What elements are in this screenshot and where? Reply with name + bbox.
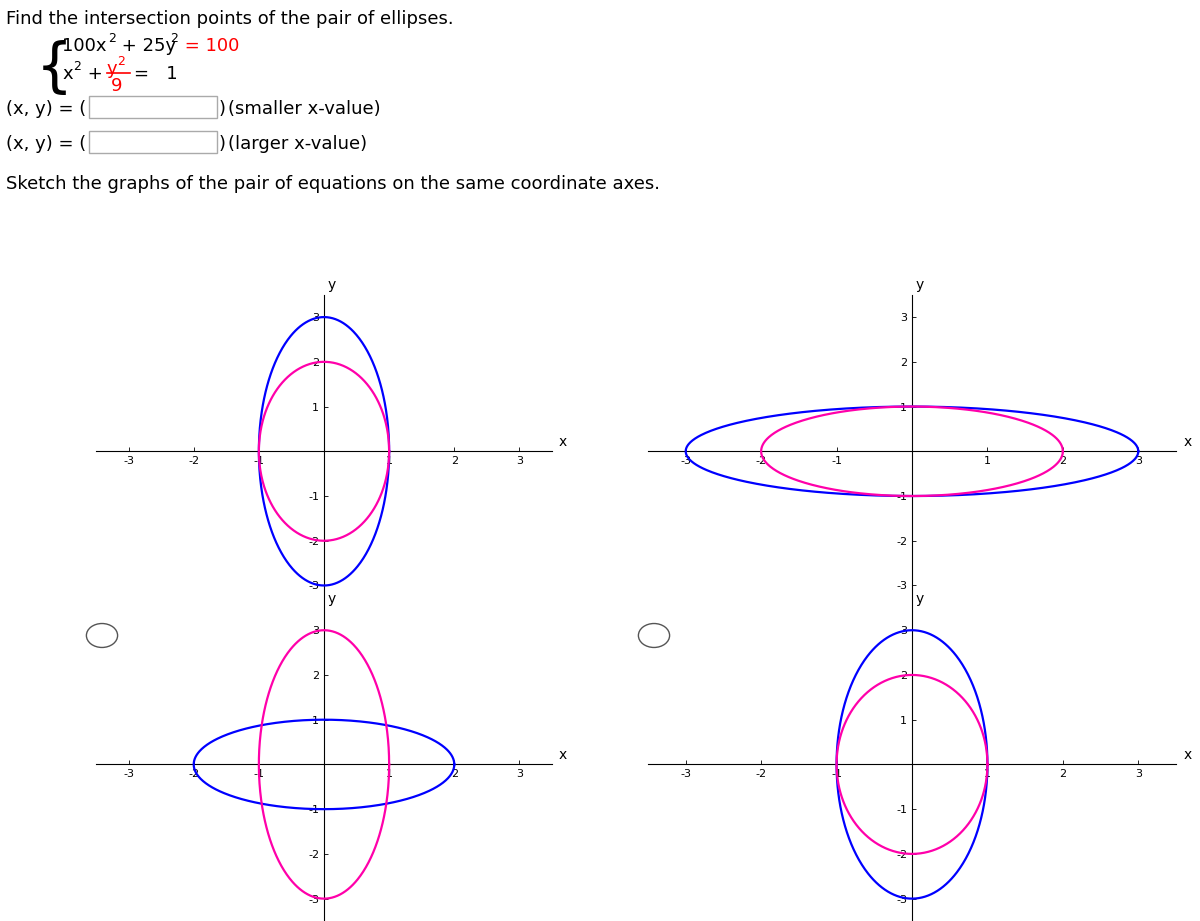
Text: (larger x-value): (larger x-value): [228, 134, 367, 153]
Text: y: y: [107, 60, 118, 78]
Text: x: x: [1183, 748, 1192, 763]
Text: x: x: [1183, 435, 1192, 449]
Text: 2: 2: [73, 60, 82, 73]
Text: x: x: [62, 65, 73, 83]
Text: (x, y) = (: (x, y) = (: [6, 99, 86, 118]
Text: Find the intersection points of the pair of ellipses.: Find the intersection points of the pair…: [6, 10, 454, 28]
Text: 9: 9: [110, 77, 122, 95]
Text: = 100: = 100: [179, 37, 239, 55]
Text: y: y: [328, 591, 336, 606]
Text: +: +: [82, 65, 108, 83]
Text: + 25y: + 25y: [116, 37, 176, 55]
Text: 2: 2: [118, 55, 126, 68]
Text: y: y: [328, 278, 336, 293]
Text: 2: 2: [170, 32, 179, 45]
FancyBboxPatch shape: [89, 96, 217, 118]
Text: y: y: [916, 591, 924, 606]
FancyBboxPatch shape: [89, 131, 217, 153]
Text: x: x: [558, 748, 566, 763]
Text: =   1: = 1: [134, 65, 178, 83]
Text: (x, y) = (: (x, y) = (: [6, 134, 86, 153]
Text: {: {: [36, 40, 73, 97]
Text: (smaller x-value): (smaller x-value): [228, 99, 380, 118]
Text: Sketch the graphs of the pair of equations on the same coordinate axes.: Sketch the graphs of the pair of equatio…: [6, 175, 660, 192]
Text: 2: 2: [108, 32, 116, 45]
Text: x: x: [558, 435, 566, 449]
Text: ): ): [218, 99, 226, 118]
Text: 100x: 100x: [62, 37, 107, 55]
Text: y: y: [916, 278, 924, 293]
Text: ): ): [218, 134, 226, 153]
